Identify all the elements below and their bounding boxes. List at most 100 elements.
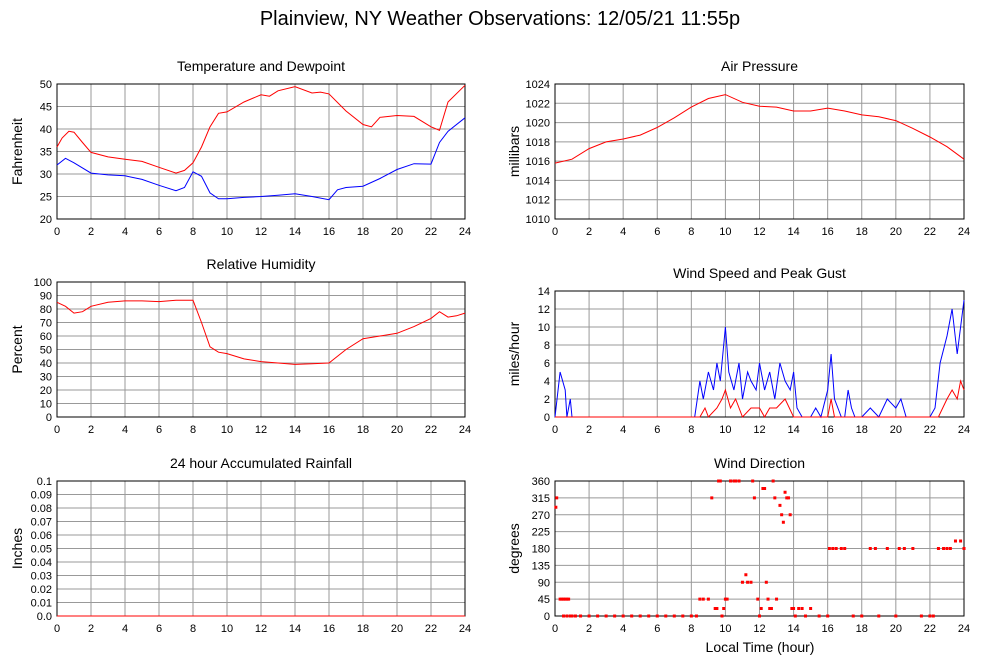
data-point xyxy=(868,547,872,550)
y-tick-label: 20 xyxy=(40,214,52,226)
data-point xyxy=(647,614,651,618)
y-tick-label: 100 xyxy=(34,277,52,289)
data-point xyxy=(694,614,698,618)
y-axis-label: Fahrenheit xyxy=(9,118,25,185)
data-point xyxy=(562,614,566,618)
x-tick-label: 22 xyxy=(425,424,437,436)
page-title: Plainview, NY Weather Observations: 12/0… xyxy=(259,8,741,30)
x-tick-label: 12 xyxy=(753,226,765,238)
y-tick-label: 0.08 xyxy=(31,503,52,515)
data-point xyxy=(809,607,813,610)
y-tick-label: 0.05 xyxy=(31,544,52,556)
x-tick-label: 8 xyxy=(190,623,196,635)
x-tick-label: 22 xyxy=(924,424,936,436)
x-tick-label: 18 xyxy=(357,226,369,238)
x-tick-label: 20 xyxy=(890,623,902,635)
y-axis-label: millibars xyxy=(506,126,522,177)
data-point xyxy=(701,597,705,601)
y-tick-label: 0.02 xyxy=(31,584,52,596)
data-point xyxy=(773,496,777,500)
x-tick-label: 4 xyxy=(620,226,626,238)
x-tick-label: 18 xyxy=(856,424,868,436)
y-tick-label: 80 xyxy=(40,304,52,316)
data-point xyxy=(759,607,763,610)
data-point xyxy=(800,607,804,610)
x-tick-label: 20 xyxy=(890,226,902,238)
data-point xyxy=(792,607,796,610)
series-line-1 xyxy=(555,379,965,419)
x-tick-label: 2 xyxy=(88,424,94,436)
data-point xyxy=(752,496,756,500)
y-tick-label: 225 xyxy=(532,527,550,539)
x-tick-label: 10 xyxy=(221,623,233,635)
data-point xyxy=(827,547,831,550)
data-point xyxy=(797,607,801,610)
data-point xyxy=(894,614,898,618)
x-tick-label: 4 xyxy=(122,226,128,238)
y-tick-label: 40 xyxy=(40,358,52,370)
x-tick-label: 14 xyxy=(787,226,799,238)
data-point xyxy=(788,513,792,517)
data-point xyxy=(804,614,808,618)
y-tick-label: 0.04 xyxy=(31,557,52,569)
y-tick-label: 270 xyxy=(532,510,550,522)
data-point xyxy=(710,496,714,500)
y-axis-label: Percent xyxy=(9,325,25,373)
data-point xyxy=(785,496,789,500)
data-point xyxy=(560,597,564,601)
x-tick-label: 6 xyxy=(654,226,660,238)
y-tick-label: 6 xyxy=(544,358,550,370)
data-point xyxy=(911,547,915,550)
data-point xyxy=(768,607,772,610)
x-tick-label: 0 xyxy=(552,424,558,436)
data-point xyxy=(638,614,642,618)
data-point xyxy=(596,614,600,618)
y-tick-label: 35 xyxy=(40,147,52,159)
data-point xyxy=(919,614,923,618)
y-tick-label: 0.03 xyxy=(31,571,52,583)
data-point xyxy=(729,479,733,483)
series-line-0 xyxy=(56,299,466,365)
plot-frame xyxy=(554,83,965,220)
data-point xyxy=(839,547,843,550)
y-axis-label: miles/hour xyxy=(506,321,522,386)
x-tick-label: 8 xyxy=(688,424,694,436)
y-tick-label: 12 xyxy=(538,304,550,316)
y-tick-label: 0.0 xyxy=(37,611,52,623)
data-point xyxy=(746,580,750,584)
x-tick-label: 24 xyxy=(459,623,471,635)
y-tick-label: 90 xyxy=(40,291,52,303)
data-point xyxy=(771,479,775,483)
x-tick-label: 16 xyxy=(323,623,335,635)
x-tick-label: 18 xyxy=(856,623,868,635)
x-tick-label: 4 xyxy=(620,424,626,436)
data-point xyxy=(778,503,782,507)
data-point xyxy=(565,597,569,601)
data-point xyxy=(567,597,571,601)
x-tick-label: 2 xyxy=(586,623,592,635)
x-tick-label: 12 xyxy=(255,226,267,238)
y-tick-label: 90 xyxy=(538,577,550,589)
data-point xyxy=(681,614,685,618)
x-tick-label: 0 xyxy=(552,226,558,238)
x-tick-label: 24 xyxy=(958,424,970,436)
data-point xyxy=(902,547,906,550)
x-tick-label: 8 xyxy=(190,226,196,238)
data-point xyxy=(713,607,717,610)
y-tick-label: 1014 xyxy=(526,175,550,187)
chart-title: Wind Speed and Peak Gust xyxy=(673,265,846,281)
data-point xyxy=(749,580,753,584)
data-point xyxy=(766,597,770,601)
y-tick-label: 0.09 xyxy=(31,490,52,502)
y-tick-label: 1016 xyxy=(526,156,550,168)
x-tick-label: 10 xyxy=(221,424,233,436)
y-axis-label: Inches xyxy=(9,528,25,569)
x-tick-label: 2 xyxy=(586,424,592,436)
x-tick-label: 22 xyxy=(425,623,437,635)
x-tick-label: 22 xyxy=(924,623,936,635)
data-point xyxy=(826,614,830,618)
x-tick-label: 6 xyxy=(156,424,162,436)
y-tick-label: 1010 xyxy=(526,214,550,226)
data-point xyxy=(723,597,727,601)
